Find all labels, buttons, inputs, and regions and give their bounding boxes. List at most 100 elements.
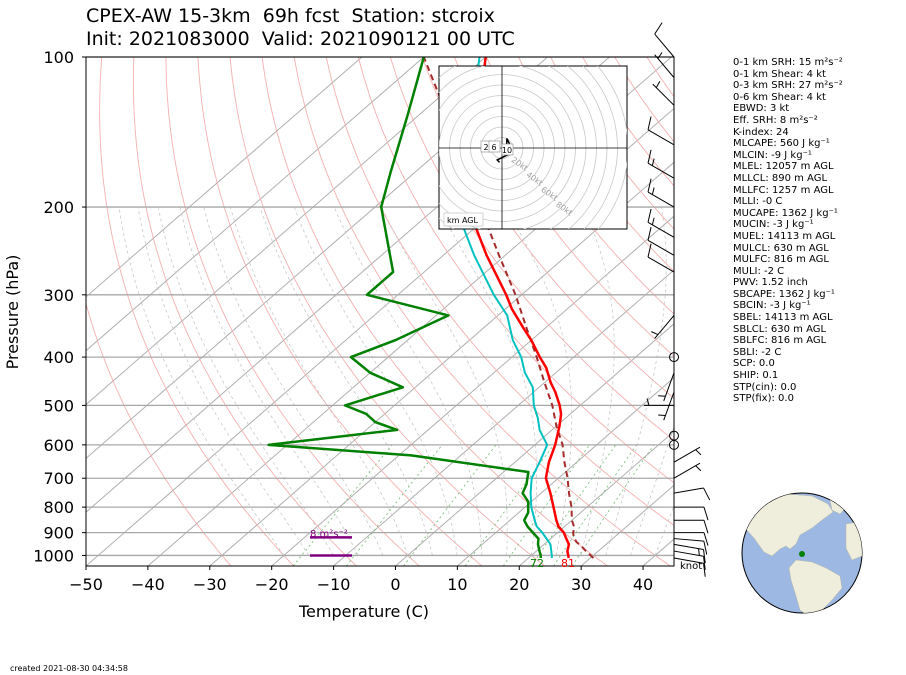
y-tick-label: 300 bbox=[43, 286, 74, 305]
wind-barb bbox=[658, 372, 675, 402]
hodograph-height-label: 6 bbox=[491, 143, 496, 152]
isotherm-line bbox=[395, 323, 674, 566]
station-marker bbox=[799, 551, 805, 557]
mixing-ratio-line bbox=[502, 444, 590, 566]
x-tick-label: 0 bbox=[390, 575, 400, 594]
y-tick-label: 1000 bbox=[33, 546, 74, 565]
temperature-profile bbox=[463, 57, 571, 559]
y-tick-label: 500 bbox=[43, 396, 74, 415]
mixing-ratio-line bbox=[530, 444, 617, 566]
x-tick-label: −10 bbox=[317, 575, 351, 594]
hodograph-label: km AGL bbox=[447, 216, 479, 225]
isotherm-line bbox=[86, 57, 363, 298]
chart-subtitle: Init: 2021083000 Valid: 2021090121 00 UT… bbox=[86, 28, 515, 50]
x-tick-label: −20 bbox=[255, 575, 289, 594]
param-line: K-index: 24 bbox=[733, 126, 789, 138]
moist-adiabat-line bbox=[293, 206, 458, 556]
mixing-ratio-line bbox=[292, 444, 393, 566]
param-line: SCP: 0.0 bbox=[733, 358, 775, 370]
y-tick-label: 400 bbox=[43, 348, 74, 367]
wind-barb bbox=[673, 446, 702, 463]
moist-adiabat-line bbox=[381, 206, 508, 556]
param-line: MULFC: 816 m AGL bbox=[733, 254, 829, 266]
x-tick-label: 40 bbox=[633, 575, 653, 594]
y-tick-label: 100 bbox=[43, 48, 74, 67]
x-axis-label: Temperature (C) bbox=[298, 602, 429, 621]
wind-barb bbox=[673, 550, 706, 570]
mixing-ratio-line bbox=[403, 444, 497, 566]
param-line: MUCAPE: 1362 J kg⁻¹ bbox=[733, 207, 838, 219]
param-line: SBLFC: 816 m AGL bbox=[733, 335, 827, 347]
calm-wind-circle bbox=[669, 352, 679, 363]
isotherm-line bbox=[209, 161, 674, 566]
moist-adiabat-line bbox=[179, 206, 359, 556]
wind-barb bbox=[647, 116, 675, 146]
chart-title: CPEX-AW 15-3km 69h fcst Station: stcroix bbox=[86, 5, 495, 27]
x-tick-label: 30 bbox=[571, 575, 591, 594]
y-tick-label: 700 bbox=[43, 469, 74, 488]
wind-barb bbox=[673, 462, 702, 479]
param-line: MULI: -2 C bbox=[733, 265, 785, 277]
wind-barb bbox=[658, 391, 675, 421]
parameter-list: 0-1 km SRH: 15 m²s⁻² 0-1 km Shear: 4 kt 0-… bbox=[733, 57, 843, 405]
moist-adiabat-line bbox=[630, 425, 674, 556]
globe-land bbox=[742, 493, 862, 613]
param-line: MUCIN: -3 J kg⁻¹ bbox=[733, 219, 814, 231]
isotherm-line bbox=[271, 215, 674, 566]
x-tick-label: −40 bbox=[131, 575, 165, 594]
isotherm-line bbox=[518, 430, 674, 566]
moist-adiabat-line bbox=[333, 206, 483, 556]
wind-barb bbox=[654, 22, 675, 58]
param-line: SBCIN: -3 J kg⁻¹ bbox=[733, 300, 811, 312]
param-line: MLCAPE: 560 J kg⁻¹ bbox=[733, 138, 830, 150]
wind-unit-label: knot bbox=[680, 561, 702, 572]
moist-adiabat-line bbox=[137, 206, 309, 556]
wind-barb bbox=[647, 226, 675, 256]
wind-barb bbox=[647, 178, 675, 208]
param-line: MLCIN: -9 J kg⁻¹ bbox=[733, 149, 812, 161]
srh-annotation: 8 m²s⁻² bbox=[310, 529, 348, 540]
wind-barb bbox=[647, 208, 675, 238]
dry-adiabat-line bbox=[99, 57, 295, 566]
isotherm-line bbox=[86, 57, 486, 406]
hodograph-label-box bbox=[443, 212, 484, 227]
wind-barb bbox=[647, 149, 675, 179]
locator-globe bbox=[741, 492, 863, 614]
wind-barb bbox=[651, 315, 675, 339]
param-line: SBLI: -2 C bbox=[733, 346, 782, 358]
dry-adiabat-line bbox=[453, 57, 674, 357]
moist-adiabat-line bbox=[203, 206, 384, 556]
parcel-profile bbox=[422, 57, 595, 559]
mixing-ratio-line bbox=[553, 444, 637, 566]
param-line: MLLFC: 1257 m AGL bbox=[733, 184, 834, 196]
param-line: SBEL: 14113 m AGL bbox=[733, 312, 833, 324]
dry-adiabat-line bbox=[165, 57, 420, 566]
dry-adiabat-line bbox=[518, 57, 674, 273]
x-tick-label: 20 bbox=[509, 575, 529, 594]
surface-dewpoint-label: 72 bbox=[530, 557, 544, 570]
param-line: MLLI: -0 C bbox=[733, 196, 783, 208]
mixing-ratio-line bbox=[345, 444, 443, 566]
y-tick-label: 200 bbox=[43, 198, 74, 217]
dry-adiabat-line bbox=[389, 57, 674, 441]
dry-adiabat-line bbox=[357, 57, 674, 484]
dry-adiabat-line bbox=[86, 302, 232, 566]
wind-barb bbox=[673, 487, 711, 501]
isotherm-line bbox=[457, 376, 674, 566]
x-tick-label: −30 bbox=[193, 575, 227, 594]
wind-barb bbox=[673, 543, 706, 564]
moist-adiabat-line bbox=[580, 206, 615, 556]
dry-adiabat-line bbox=[421, 57, 674, 399]
hodograph-frame bbox=[438, 65, 628, 230]
hodograph-height-label: 10 bbox=[502, 146, 512, 155]
mixing-ratio-line bbox=[571, 444, 655, 566]
moist-adiabat-line bbox=[605, 206, 667, 556]
moist-adiabat-line bbox=[229, 206, 408, 556]
param-line: SBCAPE: 1362 J kg⁻¹ bbox=[733, 288, 835, 300]
hodograph-height-box bbox=[488, 140, 501, 153]
north-america-shape bbox=[742, 493, 834, 557]
param-line: MUEL: 14113 m AGL bbox=[733, 230, 836, 242]
